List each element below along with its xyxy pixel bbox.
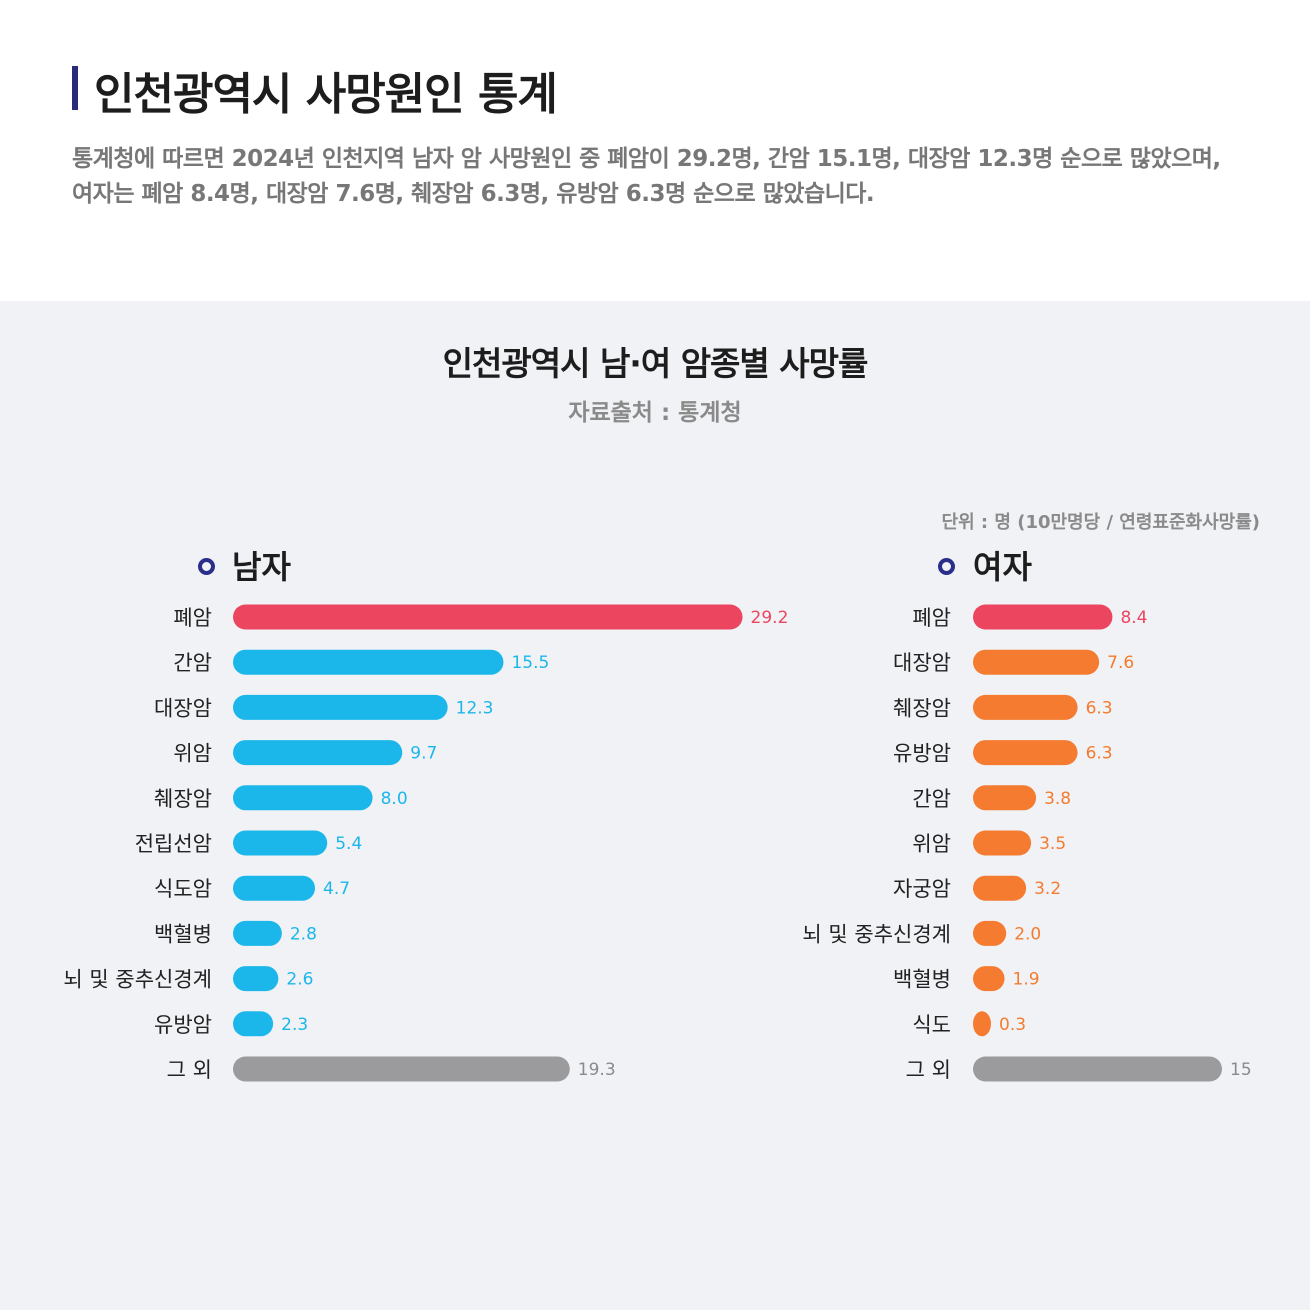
male-category-label: 위암 (173, 742, 212, 766)
male-category-label: 간암 (173, 651, 212, 675)
male-value-label: 4.7 (323, 879, 350, 899)
female-category-label: 췌장암 (893, 696, 951, 720)
female-bar (973, 740, 1078, 766)
female-value-label: 15 (1230, 1060, 1252, 1080)
male-category-label: 식도암 (154, 877, 212, 901)
male-value-label: 8.0 (381, 789, 408, 809)
female-panel-label: 여자 (973, 548, 1032, 586)
male-bar (233, 604, 743, 630)
female-value-label: 6.3 (1086, 698, 1113, 718)
female-bar (973, 649, 1100, 675)
male-bar (233, 1056, 570, 1082)
male-legend-dot-icon (198, 558, 215, 575)
male-bar (233, 875, 316, 901)
female-legend-dot-icon (938, 558, 955, 575)
female-bar (973, 875, 1027, 901)
female-category-label: 위암 (912, 832, 951, 856)
description: 통계청에 따르면 2024년 인천지역 남자 암 사망원인 중 폐암이 29.2… (72, 146, 1221, 207)
female-category-label: 간암 (912, 787, 951, 811)
female-value-label: 3.5 (1039, 834, 1066, 854)
female-category-label: 폐암 (912, 606, 951, 630)
male-bar (233, 785, 373, 811)
male-category-label: 전립선암 (135, 832, 212, 856)
male-value-label: 2.8 (290, 924, 317, 944)
male-value-label: 2.6 (286, 970, 313, 990)
female-bar (973, 1056, 1222, 1082)
header: 인천광역시 사망원인 통계 통계청에 따르면 2024년 인천지역 남자 암 사… (0, 0, 1310, 301)
male-bar (233, 830, 328, 856)
female-category-label: 그 외 (906, 1058, 951, 1082)
female-bar (973, 966, 1005, 992)
title-accent-bar (72, 66, 78, 110)
female-category-label: 식도 (912, 1013, 951, 1037)
female-value-label: 2.0 (1014, 924, 1041, 944)
female-value-label: 8.4 (1120, 608, 1147, 628)
page-title: 인천광역시 사망원인 통계 (94, 69, 558, 120)
female-value-label: 6.3 (1086, 744, 1113, 764)
male-category-label: 뇌 및 중추신경계 (63, 968, 212, 992)
male-bar (233, 649, 504, 675)
female-bar (973, 604, 1113, 630)
female-bar (973, 830, 1032, 856)
female-category-label: 유방암 (893, 742, 951, 766)
female-value-label: 0.3 (999, 1015, 1026, 1035)
female-bar (973, 785, 1037, 811)
male-category-label: 췌장암 (154, 787, 212, 811)
female-value-label: 7.6 (1107, 653, 1134, 673)
male-category-label: 대장암 (154, 696, 212, 720)
male-bar (233, 966, 279, 992)
male-value-label: 2.3 (281, 1015, 308, 1035)
male-value-label: 29.2 (751, 608, 789, 628)
male-bar (233, 740, 403, 766)
female-category-label: 대장암 (893, 651, 951, 675)
male-category-label: 유방암 (154, 1013, 212, 1037)
female-bar (973, 920, 1007, 946)
female-value-label: 1.9 (1013, 970, 1040, 990)
male-bar (233, 920, 282, 946)
female-category-label: 백혈병 (893, 968, 951, 992)
female-value-label: 3.2 (1034, 879, 1061, 899)
male-value-label: 9.7 (410, 744, 437, 764)
male-value-label: 12.3 (456, 698, 494, 718)
female-category-label: 자궁암 (893, 877, 951, 901)
male-bar (233, 1011, 274, 1037)
male-category-label: 백혈병 (154, 922, 212, 946)
male-value-label: 19.3 (578, 1060, 616, 1080)
unit-note: 단위 : 명 (10만명당 / 연령표준화사망률) (941, 512, 1260, 533)
male-value-label: 15.5 (511, 653, 549, 673)
female-category-label: 뇌 및 중추신경계 (802, 922, 951, 946)
male-category-label: 그 외 (167, 1058, 212, 1082)
female-bar (973, 1011, 991, 1037)
male-category-label: 폐암 (173, 606, 212, 630)
male-value-label: 5.4 (335, 834, 362, 854)
male-bar (233, 694, 448, 720)
male-panel-label: 남자 (232, 548, 291, 586)
chart-title: 인천광역시 남·여 암종별 사망률 (442, 344, 869, 383)
female-bar (973, 694, 1078, 720)
chart-source: 자료출처 : 통계청 (568, 400, 742, 426)
female-value-label: 3.8 (1044, 789, 1071, 809)
chart-panel (0, 301, 1310, 1310)
